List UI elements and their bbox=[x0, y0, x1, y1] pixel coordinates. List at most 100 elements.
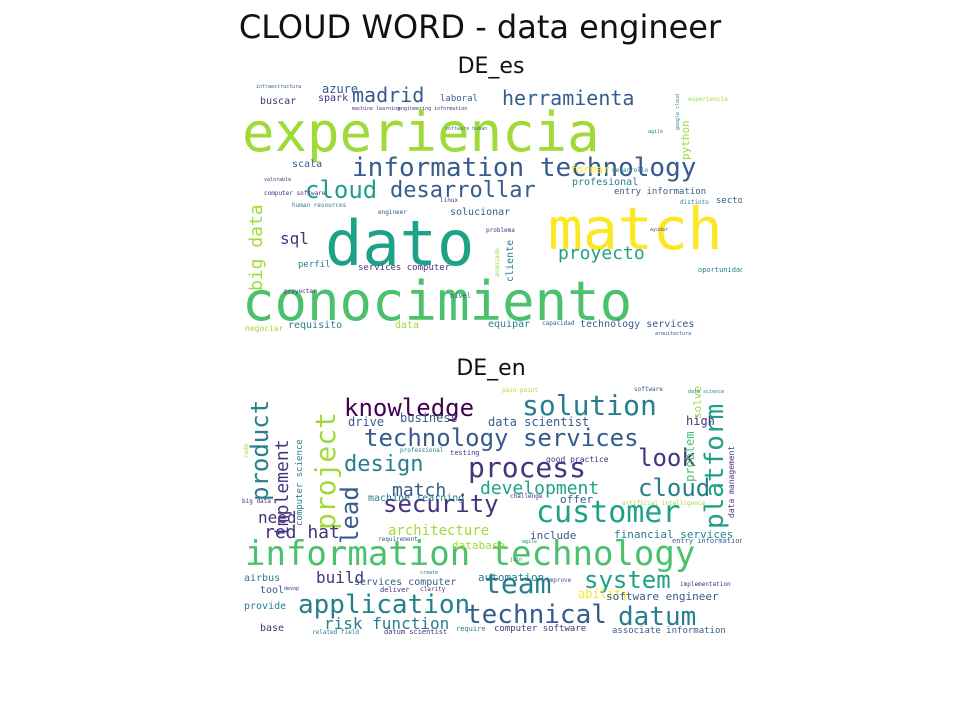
cloud-word: technology services bbox=[580, 319, 695, 330]
cloud-title-de-en: DE_en bbox=[456, 356, 526, 381]
cloud-word: buscar bbox=[260, 96, 297, 107]
cloud-word: financial services bbox=[614, 528, 734, 541]
cloud-word: laboral bbox=[440, 94, 478, 104]
cloud-word: match bbox=[392, 480, 447, 501]
cloud-word: high bbox=[686, 414, 715, 428]
cloud-word: desarrollar bbox=[390, 178, 536, 203]
cloud-word: associate information bbox=[612, 626, 726, 636]
cloud-word: google cloud bbox=[675, 93, 681, 130]
cloud-word: requirement bbox=[378, 536, 418, 543]
cloud-word: problema bbox=[486, 227, 515, 234]
cloud-word: entry information bbox=[672, 537, 742, 545]
cloud-word: python bbox=[679, 119, 692, 160]
cloud-word: big data bbox=[246, 204, 267, 292]
cloud-word: airbus bbox=[244, 573, 281, 584]
cloud-word: services computer bbox=[354, 577, 457, 588]
cloud-word: data scientist bbox=[488, 415, 590, 429]
cloud-word: offer bbox=[560, 493, 594, 506]
cloud-word: deliver bbox=[380, 586, 410, 594]
cloud-word: code bbox=[243, 443, 250, 459]
cloud-word: formar bbox=[570, 163, 610, 176]
cloud-word: security bbox=[383, 490, 499, 518]
cloud-word: create bbox=[420, 570, 439, 576]
cloud-word: entry information bbox=[614, 187, 707, 197]
word-cloud-de-en: information technology solution knowledge t… bbox=[240, 382, 742, 637]
cloud-word: linux bbox=[440, 197, 459, 204]
cloud-word: machine learning bbox=[352, 106, 401, 112]
cloud-word: clarity bbox=[420, 586, 446, 593]
cloud-word: sql bbox=[280, 229, 309, 248]
cloud-word: equipar bbox=[488, 319, 531, 330]
cloud-word: lead bbox=[336, 485, 364, 544]
cloud-word: azure bbox=[322, 82, 359, 96]
cloud-word: data science bbox=[688, 389, 725, 395]
cloud-word: capacidad bbox=[542, 320, 575, 327]
cloud-word: business bbox=[400, 411, 458, 425]
cloud-word: computer science bbox=[295, 439, 305, 527]
word-cloud-de-es: experiencia dato match conocimiento informat… bbox=[240, 80, 742, 335]
cloud-word: implementation bbox=[680, 581, 731, 588]
cloud-word: perfil bbox=[298, 260, 331, 270]
cloud-word: madrid bbox=[352, 83, 425, 107]
cloud-word: proyecto bbox=[558, 243, 645, 264]
cloud-word: development bbox=[480, 478, 600, 499]
cloud-word: pain point bbox=[502, 387, 539, 394]
cloud-word: related field bbox=[312, 629, 359, 636]
cloud-word: technology services bbox=[364, 424, 639, 452]
cloud-word: database bbox=[452, 539, 505, 552]
cloud-word: build bbox=[316, 568, 365, 587]
cloud-word: engineer bbox=[378, 209, 407, 216]
cloud-word: product bbox=[246, 399, 274, 501]
cloud-word: tool bbox=[260, 585, 285, 596]
cloud-word: profesional bbox=[572, 177, 639, 188]
figure-title: CLOUD WORD - data engineer bbox=[238, 8, 722, 46]
cloud-word: software engineer bbox=[606, 590, 719, 603]
cloud-word: human resources bbox=[292, 202, 347, 209]
cloud-word: avanzado bbox=[494, 247, 501, 277]
cloud-word: scala bbox=[292, 159, 323, 170]
cloud-word: ayudar bbox=[650, 227, 669, 233]
cloud-word: negociar bbox=[245, 324, 284, 333]
cloud-word: team bbox=[484, 567, 552, 600]
cloud-word: base bbox=[260, 623, 285, 634]
cloud-word: join bbox=[510, 557, 523, 563]
cloud-word: information technology bbox=[245, 534, 696, 574]
cloud-word: problem bbox=[683, 431, 697, 483]
cloud-word: professional bbox=[400, 447, 444, 454]
cloud-word: software human bbox=[445, 126, 488, 132]
cloud-word: ability bbox=[578, 587, 629, 601]
cloud-word: services computer bbox=[358, 263, 451, 273]
cloud-word: agile bbox=[522, 539, 538, 545]
cloud-word: look bbox=[638, 444, 696, 472]
cloud-word: require bbox=[456, 625, 486, 633]
cloud-word: drive bbox=[348, 415, 385, 429]
cloud-word: process bbox=[468, 451, 587, 484]
cloud-word: devop bbox=[284, 586, 300, 592]
cloud-word: match bbox=[548, 195, 723, 263]
cloud-word: cloud bbox=[638, 474, 711, 502]
cloud-word: arquitectura bbox=[655, 331, 692, 336]
cloud-word: cloud bbox=[305, 176, 378, 204]
cloud-word: cliente bbox=[505, 239, 516, 282]
cloud-word: computer software bbox=[264, 190, 326, 197]
cloud-word: customer bbox=[536, 495, 681, 530]
cloud-word: software bbox=[634, 386, 663, 393]
cloud-word: data management bbox=[727, 445, 736, 518]
cloud-word: application bbox=[298, 590, 471, 620]
cloud-word: provide bbox=[244, 601, 287, 612]
cloud-word: testing bbox=[450, 449, 480, 457]
cloud-word: experiencia bbox=[688, 96, 728, 103]
cloud-word: include bbox=[530, 529, 577, 542]
cloud-word: spark bbox=[318, 93, 349, 104]
cloud-word: need bbox=[258, 508, 297, 527]
cloud-word: conocimiento bbox=[242, 270, 633, 333]
cloud-word: data bbox=[395, 320, 420, 331]
cloud-word: proyectar bbox=[284, 288, 317, 295]
cloud-word: knowledge bbox=[344, 394, 475, 422]
cloud-word: computer software bbox=[494, 624, 587, 634]
cloud-word: good practice bbox=[546, 455, 609, 464]
cloud-word: machine learning bbox=[368, 493, 465, 504]
cloud-word: risk function bbox=[324, 614, 450, 633]
cloud-word: herramienta bbox=[502, 86, 635, 110]
cloud-word: solucionar bbox=[450, 207, 511, 218]
